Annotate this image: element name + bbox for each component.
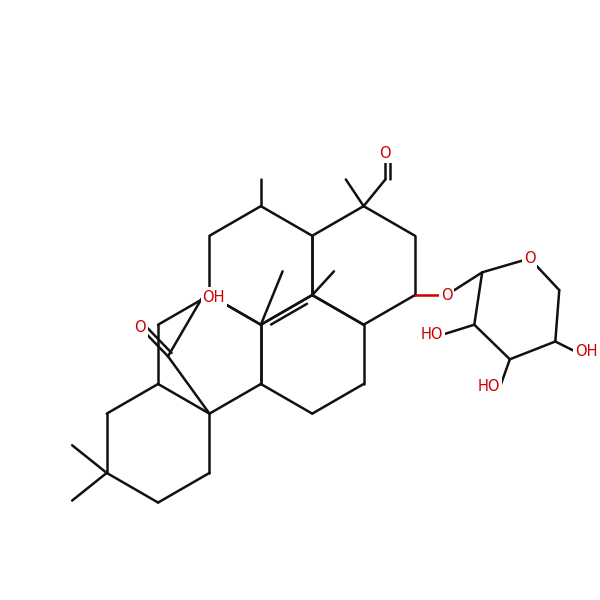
Text: OH: OH: [575, 344, 598, 359]
Text: O: O: [524, 251, 535, 266]
Text: O: O: [134, 320, 146, 335]
Text: HO: HO: [478, 379, 500, 394]
Text: HO: HO: [420, 327, 443, 342]
Text: O: O: [380, 146, 391, 161]
Text: O: O: [441, 287, 452, 302]
Text: OH: OH: [203, 290, 225, 305]
